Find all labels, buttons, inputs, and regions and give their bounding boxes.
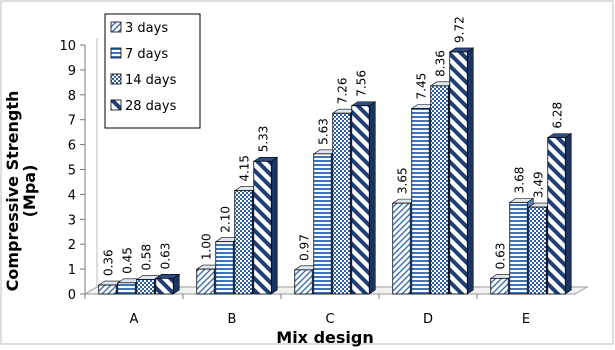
- bar: [547, 137, 566, 295]
- bar: [351, 105, 370, 295]
- data-label: 7.26: [336, 78, 350, 105]
- data-label: 0.58: [140, 244, 154, 271]
- data-label: 0.45: [121, 247, 135, 274]
- y-tick-label: 3: [68, 213, 76, 228]
- data-label: 2.10: [219, 206, 233, 233]
- bar: [528, 206, 547, 295]
- legend-swatch: [110, 47, 122, 59]
- x-axis-title: Mix design: [276, 328, 373, 347]
- data-label: 0.63: [159, 243, 173, 270]
- bar: [117, 282, 136, 295]
- x-tick-label: A: [130, 312, 139, 327]
- y-axis-title-line1: Compressive Strength: [3, 91, 22, 292]
- data-label: 8.36: [434, 50, 448, 77]
- y-tick-label: 1: [68, 263, 76, 278]
- bar: [449, 51, 468, 295]
- x-tick-label: C: [325, 312, 334, 327]
- bar: [234, 190, 253, 295]
- data-label: 1.00: [200, 233, 214, 260]
- y-tick-label: 8: [68, 89, 76, 104]
- legend: 3 days 7 days 14 days 28 days: [104, 13, 201, 129]
- bar: [332, 112, 351, 295]
- data-label: 7.56: [355, 70, 369, 97]
- bar: [215, 241, 234, 295]
- data-label: 7.45: [415, 73, 429, 100]
- legend-swatch: [110, 99, 122, 111]
- bar: [430, 85, 449, 295]
- bar: [196, 268, 215, 295]
- y-tick-label: 4: [68, 188, 76, 203]
- bar: [490, 277, 509, 295]
- legend-swatch: [110, 73, 122, 85]
- y-tick-label: 6: [68, 139, 76, 154]
- bar: [509, 201, 528, 295]
- y-tick-label: 10: [59, 39, 76, 54]
- bar: [253, 160, 272, 295]
- plot-area: 0 1 2 3 4 5 6 7 8 9 10 A 0.36 0.45 0.58 0.63 B 1.00 2.10 4.…: [59, 16, 589, 327]
- x-tick-label: E: [522, 312, 530, 327]
- bar-side: [564, 133, 572, 295]
- bar-side: [466, 47, 474, 295]
- y-tick-label: 5: [68, 164, 76, 179]
- bar: [411, 108, 430, 295]
- x-tick-label: B: [228, 312, 237, 327]
- bar: [155, 277, 174, 295]
- y-tick-label: 0: [68, 288, 76, 303]
- data-label: 4.15: [238, 155, 252, 182]
- data-label: 9.72: [453, 16, 467, 43]
- y-tick-label: 9: [68, 64, 76, 79]
- bar-side: [270, 156, 278, 295]
- data-label: 0.63: [494, 243, 508, 270]
- data-label: 5.33: [257, 126, 271, 153]
- bar-side: [368, 101, 376, 295]
- legend-label: 7 days: [125, 47, 168, 62]
- legend-label: 28 days: [125, 99, 177, 114]
- y-tick-label: 7: [68, 114, 76, 129]
- legend-label: 14 days: [125, 73, 177, 88]
- data-label: 0.97: [298, 234, 312, 261]
- data-label: 3.49: [532, 171, 546, 198]
- y-axis-title-line2: (Mpa): [20, 165, 39, 218]
- data-label: 3.68: [513, 167, 527, 194]
- data-label: 5.63: [317, 118, 331, 145]
- data-label: 3.65: [396, 167, 410, 194]
- bar: [98, 284, 117, 295]
- legend-swatch: [110, 21, 122, 33]
- bar: [294, 269, 313, 295]
- data-label: 6.28: [551, 102, 565, 129]
- y-tick-label: 2: [68, 238, 76, 253]
- x-tick-label: D: [423, 312, 433, 327]
- legend-label: 3 days: [125, 21, 168, 36]
- data-label: 0.36: [102, 249, 116, 276]
- bar: [136, 279, 155, 295]
- bar: [313, 153, 332, 295]
- bar: [392, 202, 411, 295]
